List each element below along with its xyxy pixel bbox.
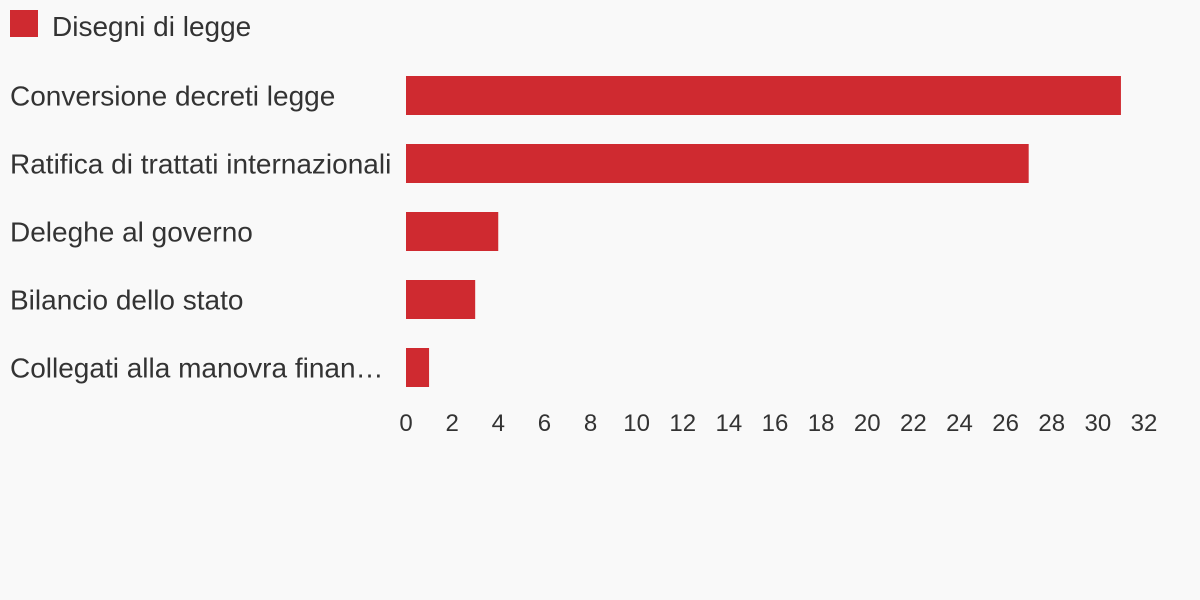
x-tick-label: 0 [399, 410, 412, 437]
category-label: Bilancio dello stato [10, 285, 243, 316]
x-tick-label: 14 [716, 410, 743, 437]
legend-swatch [10, 10, 38, 37]
x-tick-label: 4 [492, 410, 505, 437]
bar[interactable] [406, 348, 430, 387]
x-tick-label: 26 [992, 410, 1019, 437]
category-label: Conversione decreti legge [10, 81, 335, 112]
x-tick-label: 8 [584, 410, 597, 437]
x-tick-label: 24 [946, 410, 973, 437]
x-tick-label: 22 [900, 410, 927, 437]
category-label: Collegati alla manovra finan… [10, 353, 384, 384]
x-tick-label: 16 [762, 410, 789, 437]
bar[interactable] [406, 144, 1029, 183]
category-label: Deleghe al governo [10, 217, 253, 248]
x-tick-label: 18 [808, 410, 835, 437]
bar[interactable] [406, 76, 1121, 115]
x-tick-label: 12 [669, 410, 696, 437]
x-tick-label: 32 [1131, 410, 1158, 437]
bar[interactable] [406, 212, 499, 251]
x-tick-label: 2 [445, 410, 458, 437]
category-label: Ratifica di trattati internazionali [10, 149, 391, 180]
bars [406, 76, 1121, 387]
x-tick-label: 28 [1038, 410, 1065, 437]
bar[interactable] [406, 280, 476, 319]
x-tick-label: 10 [623, 410, 650, 437]
x-tick-label: 20 [854, 410, 881, 437]
x-axis-ticks: 0 2 4 6 8 10 12 14 16 18 20 22 24 26 28 30 32 [399, 410, 1157, 437]
legend: Disegni di legge [10, 10, 251, 42]
legend-label: Disegni di legge [52, 11, 251, 42]
x-tick-label: 30 [1085, 410, 1112, 437]
x-tick-label: 6 [538, 410, 551, 437]
category-labels: Conversione decreti legge Ratifica di tra… [10, 81, 391, 384]
